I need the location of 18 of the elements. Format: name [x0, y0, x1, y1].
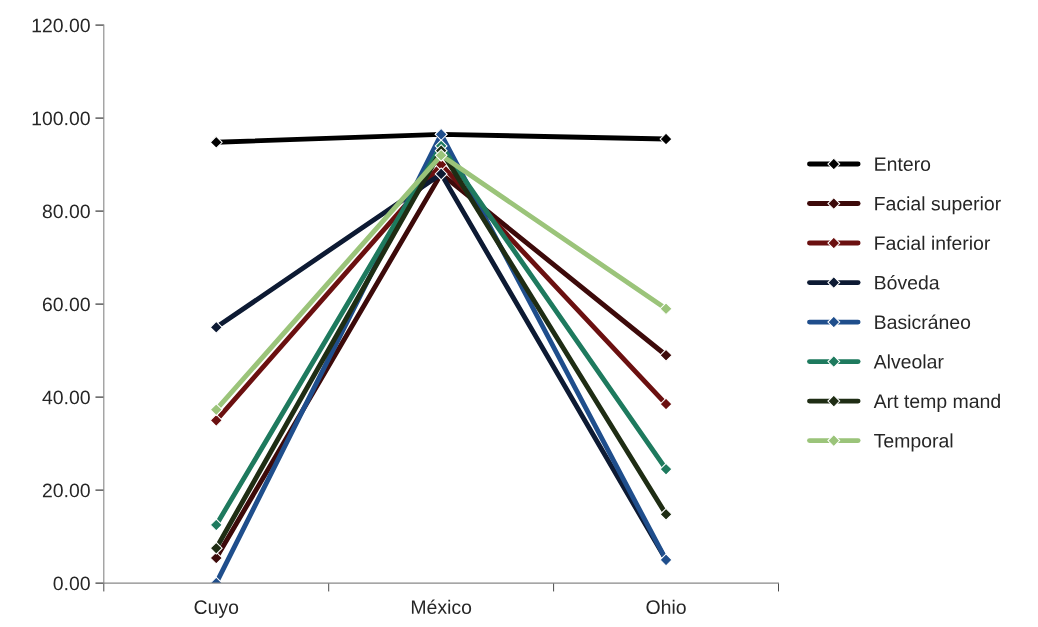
x-tick-label: Ohio	[646, 599, 686, 615]
y-tick-label: 60.00	[42, 297, 90, 312]
legend-label: Alveolar	[873, 354, 944, 369]
y-tick-label: 80.00	[42, 204, 90, 219]
legend-label: Entero	[875, 157, 931, 172]
legend-label: Facial superior	[875, 196, 1001, 215]
x-tick-label: Cuyo	[194, 600, 239, 618]
legend-label: Bóveda	[875, 275, 940, 290]
legend-label: Art temp mand	[873, 393, 1000, 412]
x-tick-label: México	[411, 599, 472, 615]
legend-label: Facial inferior	[875, 235, 991, 251]
y-tick-label: 120.00	[32, 18, 90, 33]
legend-label: Temporal	[874, 433, 953, 452]
y-tick-label: 20.00	[42, 483, 90, 498]
y-tick-label: 100.00	[32, 111, 90, 126]
y-tick-label: 0.00	[53, 576, 90, 591]
legend-label: Basicráneo	[875, 314, 971, 330]
y-tick-label: 40.00	[42, 390, 90, 405]
